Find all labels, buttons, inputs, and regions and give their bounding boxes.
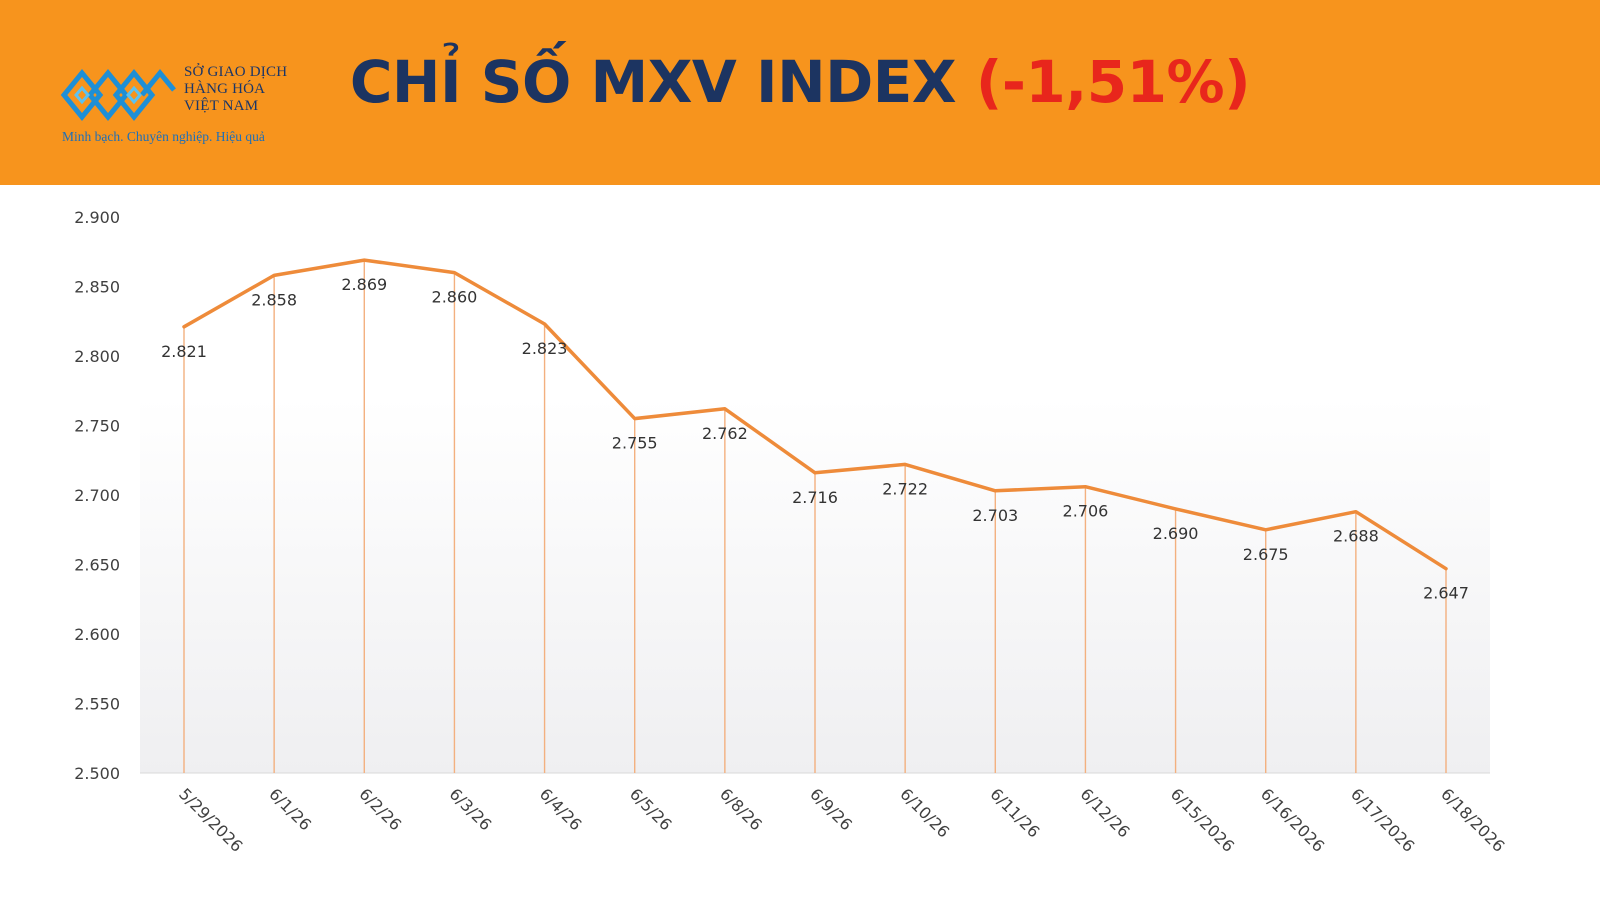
data-label: 2.716: [792, 488, 838, 507]
logo-name: SỞ GIAO DỊCH HÀNG HÓA VIỆT NAM: [184, 64, 287, 115]
data-label: 2.703: [972, 506, 1018, 525]
logo-name-line-2: HÀNG HÓA: [184, 81, 266, 97]
x-tick-label: 6/4/26: [536, 784, 586, 834]
chart-area: 2.500 2.550 2.600 2.650 2.700 2.750 2.800 2.850…: [0, 185, 1600, 900]
y-tick-label: 2.800: [74, 347, 120, 366]
title-text: CHỈ SỐ MXV INDEX: [349, 48, 957, 116]
x-tick-label: 6/12/26: [1077, 784, 1134, 841]
x-tick-label: 6/16/2026: [1257, 784, 1328, 855]
x-tick-label: 6/1/26: [265, 784, 315, 834]
y-tick-label: 2.500: [74, 764, 120, 783]
x-tick-label: 6/9/26: [806, 784, 856, 834]
x-tick-label: 5/29/2026: [175, 784, 246, 855]
y-tick-label: 2.700: [74, 486, 120, 505]
x-tick-label: 6/10/26: [896, 784, 953, 841]
logo-tagline: Minh bạch. Chuyên nghiệp. Hiệu quả: [62, 129, 265, 144]
data-label: 2.860: [432, 288, 478, 307]
x-tick-label: 6/17/2026: [1347, 784, 1418, 855]
x-tick-label: 6/5/26: [626, 784, 676, 834]
page-title: CHỈ SỐ MXV INDEX (-1,51%): [0, 48, 1600, 116]
y-tick-label: 2.600: [74, 625, 120, 644]
x-tick-label: 6/15/2026: [1167, 784, 1238, 855]
data-label: 2.690: [1153, 524, 1199, 543]
series-line: [182, 258, 1448, 571]
x-tick-label: 6/18/2026: [1437, 784, 1508, 855]
data-label: 2.722: [882, 479, 928, 498]
x-tick-label: 6/11/26: [986, 784, 1043, 841]
logo-name-line-1: SỞ GIAO DỊCH: [184, 64, 288, 80]
data-label: 2.762: [702, 424, 748, 443]
y-tick-label: 2.850: [74, 278, 120, 297]
data-label: 2.869: [341, 275, 387, 294]
y-tick-label: 2.550: [74, 695, 120, 714]
exchange-logo: SỞ GIAO DỊCH HÀNG HÓA VIỆT NAM Minh bạch…: [60, 58, 310, 158]
data-label: 2.675: [1243, 545, 1289, 564]
logo-mark-icon: [60, 69, 176, 121]
y-tick-label: 2.650: [74, 556, 120, 575]
mxv-index-line-chart: 2.500 2.550 2.600 2.650 2.700 2.750 2.800 2.850…: [74, 208, 1508, 856]
logo-name-line-3: VIỆT NAM: [184, 98, 259, 114]
data-label: 2.647: [1423, 584, 1469, 603]
data-label: 2.688: [1333, 527, 1379, 546]
x-tick-label: 6/3/26: [446, 784, 496, 834]
data-label: 2.821: [161, 342, 207, 361]
data-label: 2.823: [522, 339, 568, 358]
title-change-percent: (-1,51%): [975, 48, 1251, 116]
x-tick-label: 6/2/26: [355, 784, 405, 834]
data-label: 2.706: [1063, 502, 1109, 521]
header-banner: SỞ GIAO DỊCH HÀNG HÓA VIỆT NAM Minh bạch…: [0, 0, 1600, 185]
x-tick-label: 6/8/26: [716, 784, 766, 834]
data-label: 2.755: [612, 434, 658, 453]
y-tick-label: 2.750: [74, 417, 120, 436]
y-tick-label: 2.900: [74, 208, 120, 227]
data-label: 2.858: [251, 290, 297, 309]
